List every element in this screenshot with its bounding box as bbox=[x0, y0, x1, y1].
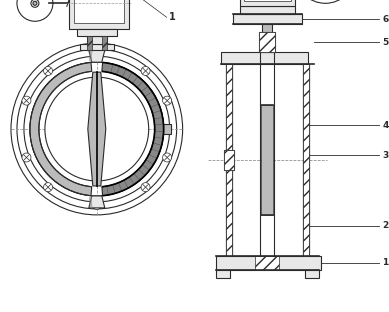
Circle shape bbox=[44, 66, 53, 76]
Circle shape bbox=[30, 62, 164, 196]
Wedge shape bbox=[30, 62, 92, 196]
Circle shape bbox=[92, 49, 101, 58]
Bar bbox=[259, 32, 275, 52]
Bar bbox=[263, 24, 272, 32]
Bar bbox=[77, 29, 117, 36]
Circle shape bbox=[92, 200, 101, 209]
Text: 2: 2 bbox=[382, 221, 389, 230]
Bar bbox=[305, 270, 319, 278]
Bar bbox=[256, 256, 279, 270]
Text: 4: 4 bbox=[382, 120, 389, 129]
Bar bbox=[69, 0, 129, 29]
Circle shape bbox=[163, 96, 172, 105]
Circle shape bbox=[31, 0, 39, 7]
Circle shape bbox=[17, 0, 53, 21]
Polygon shape bbox=[89, 50, 105, 62]
Polygon shape bbox=[89, 196, 105, 208]
Circle shape bbox=[22, 96, 31, 105]
Bar bbox=[259, 32, 275, 52]
Text: 6: 6 bbox=[382, 15, 389, 24]
Bar bbox=[87, 36, 107, 44]
Bar bbox=[80, 44, 114, 50]
Circle shape bbox=[24, 56, 170, 202]
Circle shape bbox=[141, 183, 150, 192]
Text: 1: 1 bbox=[382, 258, 389, 267]
Bar bbox=[261, 105, 273, 215]
Bar bbox=[233, 14, 302, 24]
Text: 3: 3 bbox=[382, 150, 389, 159]
Bar bbox=[74, 0, 124, 23]
Circle shape bbox=[22, 153, 31, 162]
Wedge shape bbox=[102, 62, 164, 196]
Bar bbox=[303, 64, 309, 256]
Circle shape bbox=[19, 0, 51, 19]
Bar bbox=[221, 52, 308, 64]
Bar bbox=[163, 124, 171, 134]
Bar bbox=[244, 0, 291, 1]
Bar bbox=[240, 6, 295, 14]
Circle shape bbox=[17, 49, 177, 209]
Bar bbox=[303, 64, 309, 256]
Bar bbox=[226, 64, 231, 256]
Bar bbox=[102, 36, 107, 50]
Bar bbox=[240, 0, 295, 6]
Polygon shape bbox=[88, 72, 106, 186]
Circle shape bbox=[11, 43, 182, 215]
Bar bbox=[87, 36, 92, 50]
Bar bbox=[226, 64, 231, 256]
Text: 5: 5 bbox=[382, 38, 389, 47]
Circle shape bbox=[141, 66, 150, 76]
Circle shape bbox=[44, 183, 53, 192]
Circle shape bbox=[163, 153, 172, 162]
Bar bbox=[216, 256, 321, 270]
Circle shape bbox=[295, 0, 355, 3]
Bar bbox=[224, 150, 233, 170]
Text: 1: 1 bbox=[169, 12, 175, 22]
Circle shape bbox=[33, 1, 37, 5]
Circle shape bbox=[45, 77, 149, 181]
Bar bbox=[224, 150, 233, 170]
Bar bbox=[216, 270, 230, 278]
